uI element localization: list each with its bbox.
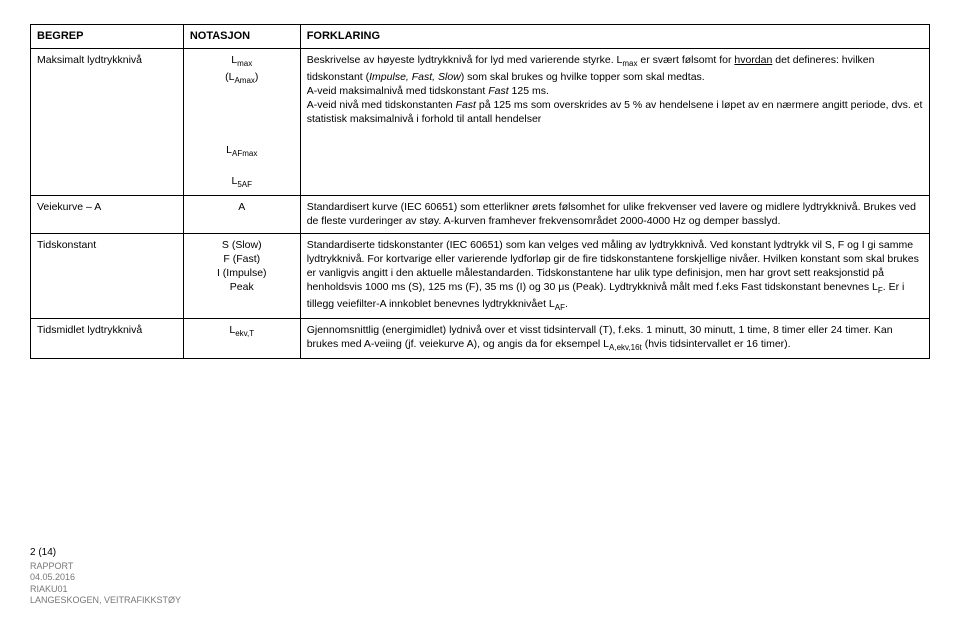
cell-forklaring: Beskrivelse av høyeste lydtrykknivå for … bbox=[300, 48, 929, 195]
cell-begrep: Veiekurve – A bbox=[31, 196, 184, 233]
cell-notasjon: S (Slow)F (Fast)I (Impulse)Peak bbox=[183, 233, 300, 318]
table-row: Maksimalt lydtrykknivå Lmax(LAmax)LAFmax… bbox=[31, 48, 930, 195]
footer-line: RIAKU01 bbox=[30, 584, 181, 595]
cell-begrep: Tidskonstant bbox=[31, 233, 184, 318]
cell-forklaring: Standardiserte tidskonstanter (IEC 60651… bbox=[300, 233, 929, 318]
footer-line: LANGESKOGEN, VEITRAFIKKSTØY bbox=[30, 595, 181, 606]
footer-line: 04.05.2016 bbox=[30, 572, 181, 583]
cell-notasjon: A bbox=[183, 196, 300, 233]
page-footer: 2 (14) RAPPORT 04.05.2016 RIAKU01 LANGES… bbox=[30, 547, 181, 607]
footer-line: RAPPORT bbox=[30, 561, 181, 572]
table-header-row: BEGREP NOTASJON FORKLARING bbox=[31, 25, 930, 49]
definitions-table: BEGREP NOTASJON FORKLARING Maksimalt lyd… bbox=[30, 24, 930, 359]
page-number: 2 (14) bbox=[30, 547, 181, 560]
cell-begrep: Tidsmidlet lydtrykknivå bbox=[31, 318, 184, 358]
header-forklaring: FORKLARING bbox=[300, 25, 929, 49]
header-begrep: BEGREP bbox=[31, 25, 184, 49]
table-body: Maksimalt lydtrykknivå Lmax(LAmax)LAFmax… bbox=[31, 48, 930, 358]
table-row: Tidskonstant S (Slow)F (Fast)I (Impulse)… bbox=[31, 233, 930, 318]
header-notasjon: NOTASJON bbox=[183, 25, 300, 49]
cell-forklaring: Gjennomsnittlig (energimidlet) lydnivå o… bbox=[300, 318, 929, 358]
table-row: Tidsmidlet lydtrykknivå Lekv,T Gjennomsn… bbox=[31, 318, 930, 358]
cell-begrep: Maksimalt lydtrykknivå bbox=[31, 48, 184, 195]
cell-notasjon: Lekv,T bbox=[183, 318, 300, 358]
cell-forklaring: Standardisert kurve (IEC 60651) som ette… bbox=[300, 196, 929, 233]
table-row: Veiekurve – A A Standardisert kurve (IEC… bbox=[31, 196, 930, 233]
cell-notasjon: Lmax(LAmax)LAFmaxL5AF bbox=[183, 48, 300, 195]
